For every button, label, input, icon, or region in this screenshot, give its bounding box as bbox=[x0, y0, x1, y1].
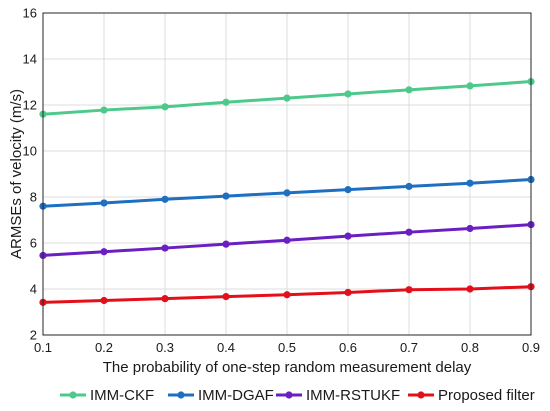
data-point bbox=[222, 240, 230, 248]
data-point bbox=[161, 195, 169, 203]
legend-label: IMM-DGAF bbox=[198, 387, 274, 404]
legend-marker bbox=[417, 391, 425, 399]
y-tick-label: 8 bbox=[30, 190, 37, 205]
legend-label: IMM-CKF bbox=[90, 387, 154, 404]
data-point bbox=[222, 192, 230, 200]
data-point bbox=[466, 82, 474, 90]
y-tick-label: 2 bbox=[30, 328, 37, 343]
data-point bbox=[222, 98, 230, 106]
y-tick-label: 10 bbox=[23, 144, 37, 159]
data-point bbox=[100, 106, 108, 114]
legend-marker bbox=[285, 391, 293, 399]
data-point bbox=[466, 224, 474, 233]
series-layer bbox=[39, 77, 535, 306]
y-tick-label: 6 bbox=[30, 236, 37, 251]
legend: IMM-CKF IMM-DGAF IMM-RSTUKF Proposed filter bbox=[60, 387, 535, 404]
legend-marker bbox=[177, 391, 185, 399]
data-point bbox=[161, 295, 169, 303]
x-tick-label: 0.7 bbox=[400, 340, 418, 355]
x-tick-label: 0.8 bbox=[461, 340, 479, 355]
data-point bbox=[466, 285, 474, 293]
data-point bbox=[344, 232, 352, 240]
data-point bbox=[161, 103, 169, 111]
x-tick-label: 0.3 bbox=[156, 340, 174, 355]
data-point bbox=[161, 244, 169, 252]
data-point bbox=[283, 236, 291, 244]
data-point bbox=[100, 199, 108, 207]
legend-label: IMM-RSTUKF bbox=[306, 387, 400, 404]
y-tick-label: 4 bbox=[30, 282, 37, 297]
grid-layer bbox=[42, 12, 532, 336]
data-point bbox=[100, 296, 108, 305]
data-point bbox=[405, 286, 413, 294]
data-point bbox=[405, 228, 413, 236]
y-tick-label: 14 bbox=[23, 52, 37, 67]
x-tick-label: 0.6 bbox=[339, 340, 357, 355]
x-tick-label: 0.2 bbox=[95, 340, 113, 355]
x-axis-title: The probability of one-step random measu… bbox=[103, 359, 472, 376]
series-imm-dgaf bbox=[39, 175, 535, 210]
x-tick-label: 0.5 bbox=[278, 340, 296, 355]
x-tick-label: 0.4 bbox=[217, 340, 235, 355]
data-point bbox=[283, 291, 291, 299]
y-tick-label: 16 bbox=[23, 6, 37, 21]
legend-item: IMM-DGAF bbox=[168, 387, 274, 404]
legend-item: IMM-RSTUKF bbox=[276, 387, 400, 404]
series-imm-ckf bbox=[39, 77, 535, 118]
data-point bbox=[344, 90, 352, 98]
plot-frame bbox=[42, 12, 532, 336]
data-point bbox=[466, 179, 474, 187]
y-tick-label: 12 bbox=[23, 98, 37, 113]
data-point bbox=[344, 186, 352, 194]
data-point bbox=[283, 94, 291, 102]
tick-layer: 0.1 0.2 0.3 0.4 0.5 0.6 0.7 0.8 0.9 2 4 6 8 10 12 14 16 bbox=[23, 6, 541, 356]
series-proposed-filter bbox=[39, 283, 535, 306]
legend-item: IMM-CKF bbox=[60, 387, 154, 404]
data-point bbox=[405, 182, 413, 191]
data-point bbox=[222, 292, 230, 301]
legend-marker bbox=[69, 391, 77, 399]
y-axis-title: ARMSEs of velocity (m/s) bbox=[8, 89, 25, 259]
data-point bbox=[344, 288, 352, 297]
data-point bbox=[100, 248, 108, 256]
series-imm-rstukf bbox=[39, 221, 535, 260]
x-tick-label: 0.1 bbox=[34, 340, 52, 355]
legend-item: Proposed filter bbox=[408, 387, 535, 404]
legend-label: Proposed filter bbox=[438, 387, 535, 404]
data-point bbox=[283, 189, 291, 197]
data-point bbox=[405, 86, 413, 94]
x-tick-label: 0.9 bbox=[522, 340, 540, 355]
